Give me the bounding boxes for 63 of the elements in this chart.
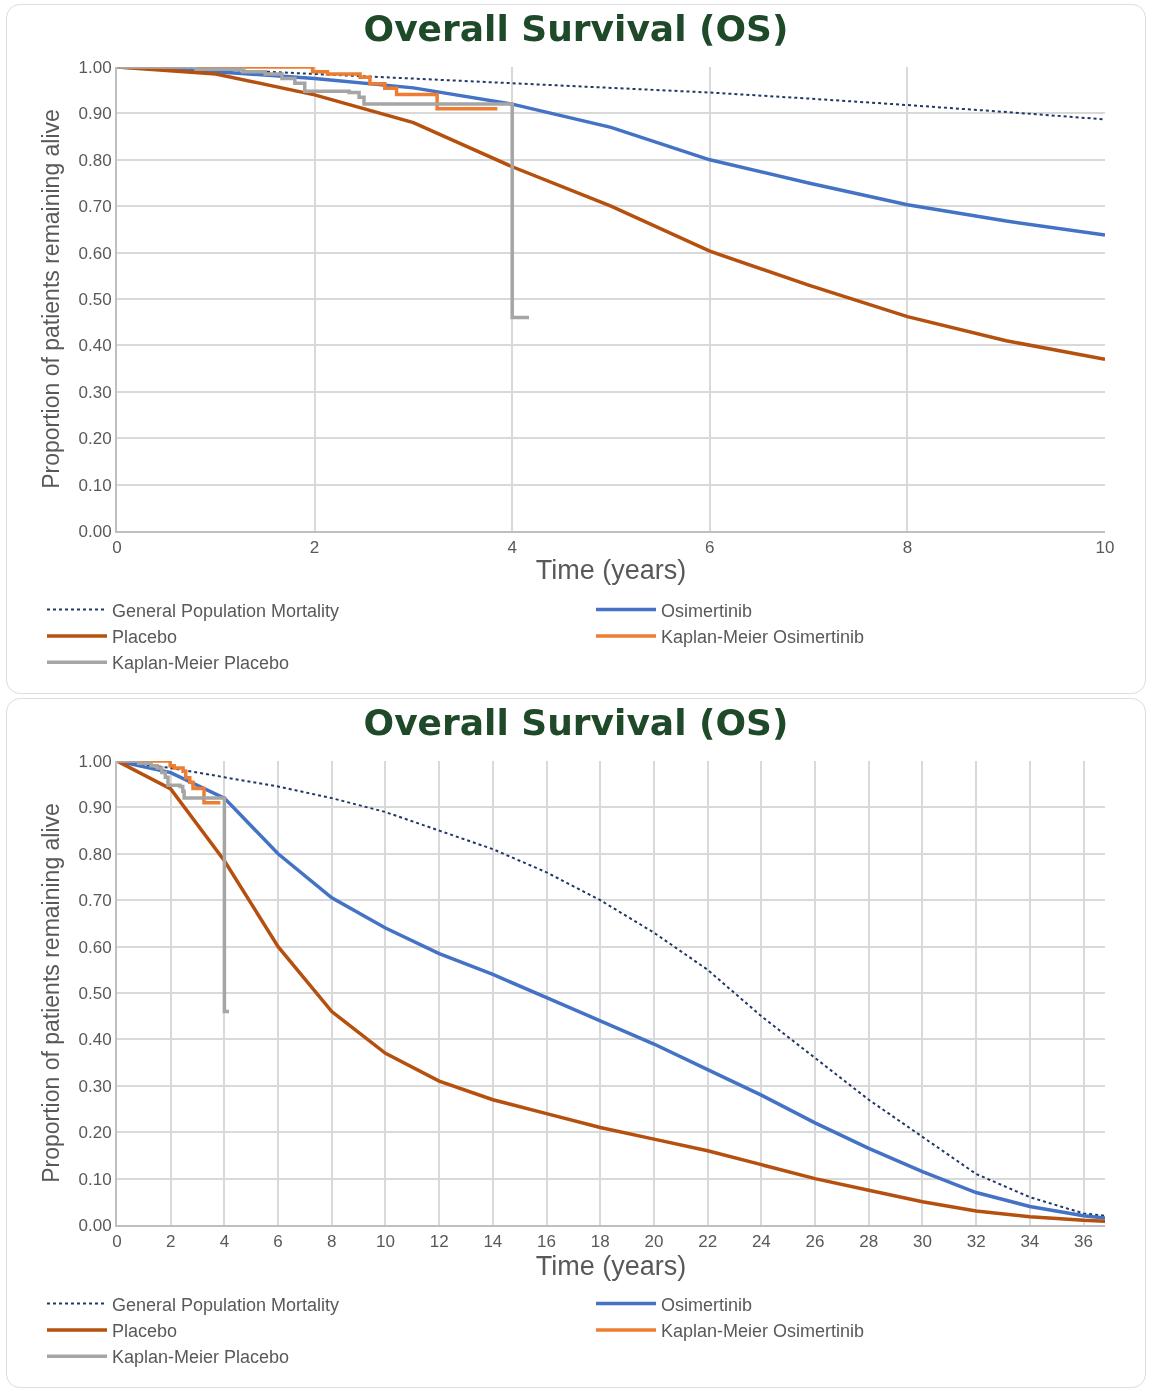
y-tick-label: 1.00: [78, 751, 112, 771]
x-tick-label: 30: [912, 1232, 932, 1252]
y-tick-label: 0.30: [78, 1076, 112, 1096]
y-axis-title: Proportion of patients remaining alive: [38, 803, 65, 1183]
x-tick-label: 2: [309, 538, 320, 558]
y-tick-label: 0.70: [78, 197, 112, 217]
legend-label: Kaplan-Meier Placebo: [112, 653, 290, 674]
legend-label: Placebo: [112, 1320, 178, 1341]
x-axis-title: Time (years): [535, 1251, 687, 1282]
y-tick-label: 0.10: [78, 475, 112, 495]
x-tick-label: 32: [966, 1232, 986, 1252]
legend-label: Kaplan-Meier Osimertinib: [661, 626, 865, 647]
x-tick-label: 18: [590, 1232, 610, 1252]
y-tick-label: 0.20: [78, 1123, 112, 1143]
legend-label: General Population Mortality: [112, 1294, 340, 1315]
chart-title: Overall Survival (OS): [363, 701, 789, 743]
x-tick-label: 6: [273, 1232, 283, 1252]
x-tick-label: 22: [698, 1232, 718, 1252]
y-tick-label: 1.00: [78, 57, 112, 77]
x-tick-label: 12: [429, 1232, 449, 1252]
x-tick-label: 10: [1095, 538, 1115, 558]
x-tick-label: 8: [327, 1232, 337, 1252]
chart-title: Overall Survival (OS): [363, 7, 789, 49]
y-tick-label: 0.70: [78, 891, 112, 911]
legend-label: Placebo: [112, 626, 178, 647]
y-tick-label: 0.00: [78, 521, 112, 541]
y-tick-label: 0.90: [78, 104, 112, 124]
y-tick-label: 0.40: [78, 336, 112, 356]
legend-label: Kaplan-Meier Osimertinib: [661, 1320, 865, 1341]
x-tick-label: 4: [219, 1232, 230, 1252]
y-tick-label: 0.50: [78, 289, 112, 309]
y-tick-label: 0.00: [78, 1215, 112, 1235]
y-tick-label: 0.80: [78, 150, 112, 170]
x-tick-label: 14: [483, 1232, 503, 1252]
x-axis-title: Time (years): [535, 555, 687, 586]
x-tick-label: 16: [537, 1232, 557, 1252]
x-tick-label: 24: [751, 1232, 771, 1252]
y-tick-label: 0.90: [78, 798, 112, 818]
y-tick-label: 0.10: [78, 1169, 112, 1189]
x-tick-label: 6: [705, 538, 715, 558]
x-tick-label: 10: [376, 1232, 395, 1252]
x-tick-label: 8: [902, 538, 913, 558]
legend-label: Osimertinib: [661, 600, 753, 621]
y-axis-title: Proportion of patients remaining alive: [38, 109, 65, 489]
x-tick-label: 28: [859, 1232, 879, 1252]
legend-label: General Population Mortality: [112, 600, 340, 621]
y-tick-label: 0.40: [78, 1030, 112, 1050]
y-tick-label: 0.60: [78, 243, 112, 263]
x-tick-label: 0: [112, 538, 122, 558]
y-tick-label: 0.50: [78, 983, 112, 1003]
y-tick-label: 0.30: [78, 382, 112, 402]
x-tick-label: 34: [1020, 1232, 1040, 1252]
y-tick-label: 0.60: [78, 937, 112, 957]
x-tick-label: 26: [805, 1232, 825, 1252]
legend-label: Osimertinib: [661, 1294, 753, 1315]
x-tick-label: 0: [112, 1232, 122, 1252]
x-tick-label: 2: [165, 1232, 176, 1252]
legend-label: Kaplan-Meier Placebo: [112, 1347, 290, 1368]
x-tick-label: 36: [1074, 1232, 1093, 1252]
x-tick-label: 4: [507, 538, 517, 558]
y-tick-label: 0.20: [78, 429, 112, 449]
x-tick-label: 20: [644, 1232, 664, 1252]
y-tick-label: 0.80: [78, 844, 112, 864]
